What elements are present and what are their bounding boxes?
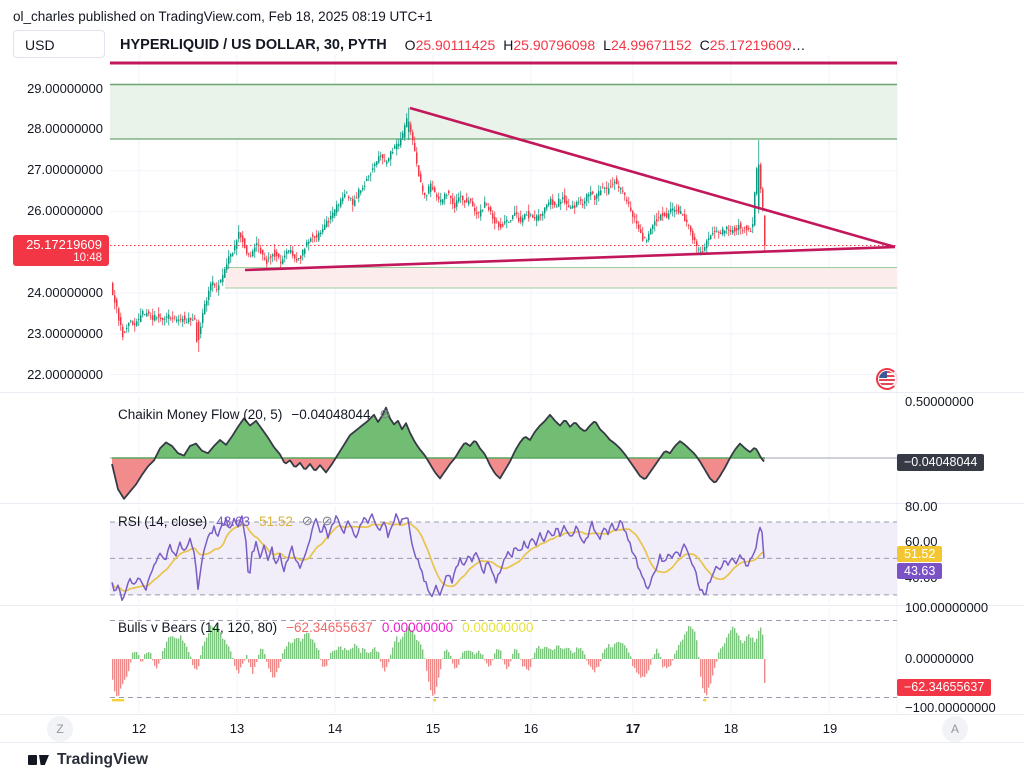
last-price-countdown: 10:48 xyxy=(73,252,102,264)
footer-brand: TradingView xyxy=(28,751,148,769)
brand-name: TradingView xyxy=(57,751,149,768)
bvb-title-row: Bulls v Bears (14, 120, 80) −62.34655637… xyxy=(118,620,533,635)
high-label: H xyxy=(503,37,514,53)
time-tick-12: 12 xyxy=(131,721,147,736)
time-tick-16: 16 xyxy=(523,721,539,736)
bvb-magenta-value: 0.00000000 xyxy=(381,620,454,635)
rsi-value-badge: 43.63 xyxy=(897,563,943,579)
close-label: C xyxy=(699,37,710,53)
rsi-hide-icon[interactable]: ⊘ xyxy=(301,513,313,528)
open-value: 25.90111425 xyxy=(415,37,496,53)
symbol-title: HYPERLIQUID / US DOLLAR, 30, PYTH xyxy=(120,37,387,53)
bvb-main-value: −62.34655637 xyxy=(286,620,373,635)
low-value: 24.99671152 xyxy=(610,37,692,53)
price-tick-28: 28.00000000 xyxy=(27,121,103,136)
bvb-tick-100: 100.00000000 xyxy=(905,600,989,615)
bvb-yellow-value: 0.00000000 xyxy=(462,620,534,635)
rsi-ma-badge: 51.52 xyxy=(897,546,943,562)
time-tick-15: 15 xyxy=(425,721,441,736)
open-label: O xyxy=(404,37,416,53)
price-tick-24: 24.00000000 xyxy=(27,285,103,300)
time-tick-13: 13 xyxy=(229,721,245,736)
time-tick-18: 18 xyxy=(723,721,739,736)
close-value: 25.17219609 xyxy=(709,37,792,53)
price-tick-22: 22.00000000 xyxy=(27,367,103,382)
price-tick-27: 27.00000000 xyxy=(27,162,103,177)
time-tick-19: 19 xyxy=(822,721,838,736)
tradingview-logo-icon xyxy=(28,755,49,765)
cmf-title: Chaikin Money Flow (20, 5) xyxy=(118,406,283,422)
bvb-tick-neg100: −100.00000000 xyxy=(905,700,996,715)
price-tick-29: 29.00000000 xyxy=(27,81,103,96)
low-label: L xyxy=(603,37,611,53)
price-tick-23: 23.00000000 xyxy=(27,326,103,341)
last-price-value: 25.17219609 xyxy=(26,237,102,252)
high-value: 25.90796098 xyxy=(513,37,596,53)
last-price-badge: 25.17219609 10:48 xyxy=(13,235,109,266)
rsi-ma-value: 51.52 xyxy=(259,513,293,529)
cmf-tick-top: 0.50000000 xyxy=(905,394,974,409)
bvb-title: Bulls v Bears (14, 120, 80) xyxy=(118,620,278,635)
currency-button[interactable]: USD xyxy=(13,30,105,58)
cmf-hide-icon[interactable]: ⊘ xyxy=(379,406,391,421)
time-tick-17: 17 xyxy=(625,721,641,736)
published-by-line: ol_charles published on TradingView.com,… xyxy=(13,9,433,24)
shortcut-hint-z: Z xyxy=(47,716,73,742)
rsi-title: RSI (14, close) xyxy=(118,513,208,529)
shortcut-hint-a: A xyxy=(942,716,968,742)
cmf-title-row: Chaikin Money Flow (20, 5) −0.04048044 ⊘ xyxy=(118,406,390,422)
title-ellipsis: … xyxy=(791,37,806,53)
cmf-value-badge: −0.04048044 xyxy=(897,454,985,471)
bvb-value-badge: −62.34655637 xyxy=(897,679,992,696)
rsi-ma-hide-icon[interactable]: ⊘ xyxy=(321,513,333,528)
bvb-tick-0: 0.00000000 xyxy=(905,651,974,666)
cmf-value: −0.04048044 xyxy=(291,406,371,422)
flag-canton xyxy=(879,371,887,378)
rsi-tick-60: 60.00 xyxy=(905,534,938,549)
rsi-title-row: RSI (14, close) 43.63 51.52 ⊘ ⊘ xyxy=(118,513,333,529)
rsi-tick-80: 80.00 xyxy=(905,499,938,514)
rsi-value: 43.63 xyxy=(216,513,251,529)
us-flag-icon xyxy=(876,368,898,390)
price-tick-26: 26.00000000 xyxy=(27,203,103,218)
symbol-title-row: HYPERLIQUID / US DOLLAR, 30, PYTH O 25.90… xyxy=(120,37,806,53)
time-tick-14: 14 xyxy=(327,721,343,736)
